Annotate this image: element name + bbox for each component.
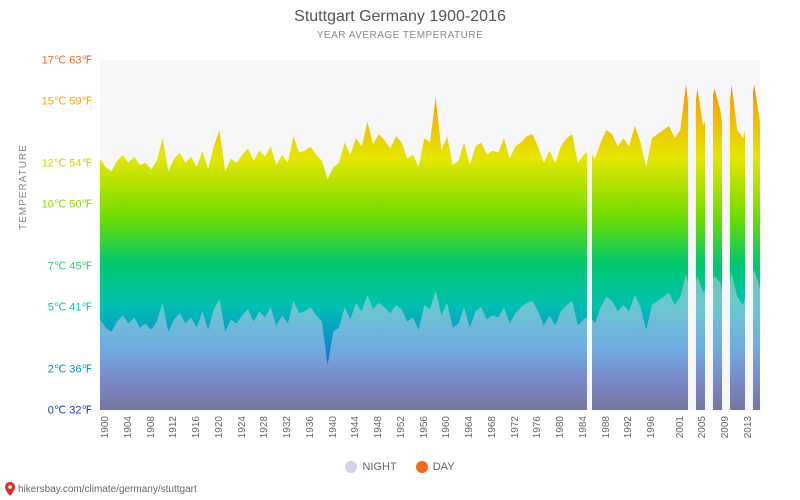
x-tick: 2013 (743, 416, 754, 438)
x-tick: 1960 (441, 416, 452, 438)
map-pin-icon (4, 482, 16, 496)
x-tick: 1900 (100, 416, 111, 438)
y-tick: 2℃ 36℉ (2, 362, 92, 375)
attribution-url: hikersbay.com/climate/germany/stuttgart (18, 484, 197, 495)
legend-day-label: DAY (433, 461, 455, 473)
plot-area (100, 60, 760, 410)
area-chart-svg (100, 60, 760, 410)
x-tick: 1992 (623, 416, 634, 438)
x-tick: 1984 (578, 416, 589, 438)
x-tick: 1916 (191, 416, 202, 438)
y-tick: 10℃ 50℉ (2, 198, 92, 211)
x-tick: 1996 (646, 416, 657, 438)
x-tick: 1912 (168, 416, 179, 438)
chart-title: Stuttgart Germany 1900-2016 (0, 0, 800, 26)
x-tick: 1932 (282, 416, 293, 438)
attribution: hikersbay.com/climate/germany/stuttgart (4, 482, 197, 496)
x-tick: 1924 (237, 416, 248, 438)
legend-day: DAY (416, 461, 455, 473)
x-tick: 1936 (305, 416, 316, 438)
x-tick: 1904 (123, 416, 134, 438)
x-tick: 2001 (675, 416, 686, 438)
x-tick: 1988 (601, 416, 612, 438)
x-tick: 1976 (532, 416, 543, 438)
data-gap (722, 60, 730, 410)
legend-day-swatch (416, 461, 428, 473)
x-tick: 1956 (419, 416, 430, 438)
x-tick: 1908 (146, 416, 157, 438)
x-tick: 1964 (464, 416, 475, 438)
data-gap (745, 60, 753, 410)
x-tick: 1944 (350, 416, 361, 438)
legend: NIGHT DAY (0, 461, 800, 476)
y-tick: 15℃ 59℉ (2, 95, 92, 108)
legend-night-label: NIGHT (362, 461, 396, 473)
y-axis-ticks: 0℃ 32℉2℃ 36℉5℃ 41℉7℃ 45℉10℃ 50℉12℃ 54℉15… (0, 60, 100, 410)
x-tick: 1968 (487, 416, 498, 438)
data-gap (705, 60, 713, 410)
x-tick: 1972 (510, 416, 521, 438)
x-tick: 1948 (373, 416, 384, 438)
data-gap (688, 60, 696, 410)
y-tick: 12℃ 54℉ (2, 156, 92, 169)
y-tick: 5℃ 41℉ (2, 301, 92, 314)
x-tick: 1952 (396, 416, 407, 438)
x-tick: 1980 (555, 416, 566, 438)
x-tick: 1920 (214, 416, 225, 438)
x-tick: 2005 (697, 416, 708, 438)
x-tick: 2009 (720, 416, 731, 438)
chart-subtitle: YEAR AVERAGE TEMPERATURE (0, 26, 800, 41)
y-tick: 0℃ 32℉ (2, 404, 92, 417)
y-tick: 7℃ 45℉ (2, 259, 92, 272)
x-tick: 1928 (259, 416, 270, 438)
legend-night: NIGHT (345, 461, 396, 473)
data-gap (587, 60, 592, 410)
y-tick: 17℃ 63℉ (2, 54, 92, 67)
legend-night-swatch (345, 461, 357, 473)
x-tick: 1940 (328, 416, 339, 438)
